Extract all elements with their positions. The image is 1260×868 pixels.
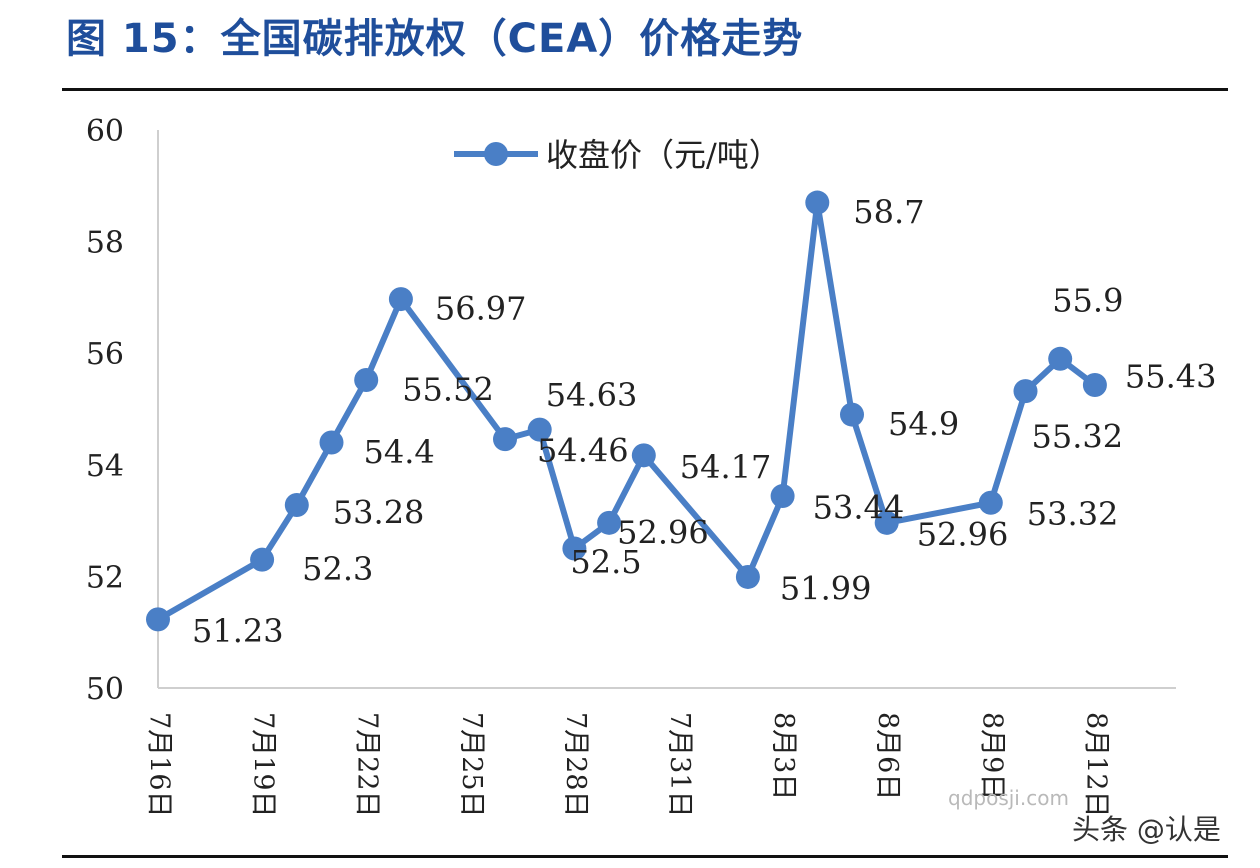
x-tick-label: 8月3日: [768, 712, 799, 800]
y-tick-labels: 50 52 54 56 58 60: [86, 114, 124, 707]
y-tick-label: 56: [86, 337, 124, 372]
data-point: [250, 547, 275, 572]
data-label: 55.43: [1125, 358, 1217, 396]
data-label: 52.3: [302, 550, 373, 588]
x-tick-label: 8月12日: [1080, 712, 1111, 818]
data-point: [1082, 373, 1107, 398]
legend: 收盘价（元/吨）: [454, 136, 781, 174]
data-point: [840, 402, 864, 427]
data-label: 52.5: [570, 543, 641, 581]
y-tick-label: 58: [86, 226, 124, 261]
data-label: 55.9: [1052, 281, 1123, 319]
x-tick-labels: 7月16日 7月19日 7月22日 7月25日 7月28日 7月31日 8月3日 8月6日 8月…: [144, 712, 1112, 818]
watermark-site: qdposji.com: [948, 786, 1069, 810]
y-tick-label: 50: [86, 672, 124, 707]
x-tick-label: 7月31日: [664, 712, 695, 818]
data-point: [735, 564, 760, 589]
top-rule: [62, 88, 1228, 91]
data-point: [1013, 379, 1038, 404]
data-point: [354, 367, 379, 392]
data-point: [562, 536, 587, 561]
bottom-rule: [62, 855, 1228, 858]
data-label: 53.28: [333, 493, 425, 531]
data-point: [527, 417, 552, 442]
data-point: [770, 484, 795, 509]
data-point: [805, 190, 830, 215]
data-point: [874, 510, 899, 535]
x-tick-label: 7月19日: [248, 712, 279, 818]
x-tick-label: 7月25日: [456, 712, 487, 818]
data-label: 56.97: [435, 290, 527, 328]
x-tick-label: 7月28日: [560, 712, 591, 818]
data-label: 55.32: [1032, 418, 1124, 456]
data-label: 55.52: [402, 370, 494, 408]
data-point: [146, 607, 170, 632]
data-label: 54.63: [546, 376, 638, 414]
data-label: 54.9: [888, 405, 959, 443]
data-label: 54.4: [364, 433, 435, 471]
data-point: [388, 287, 413, 312]
data-label: 51.23: [192, 612, 284, 650]
legend-label: 收盘价（元/吨）: [546, 136, 781, 174]
y-tick-label: 52: [86, 560, 124, 595]
legend-marker: [484, 142, 508, 166]
data-label: 58.7: [853, 193, 924, 231]
data-label: 53.32: [1027, 495, 1119, 533]
data-point: [284, 492, 309, 517]
series-markers: [146, 190, 1107, 632]
data-label: 54.17: [680, 448, 772, 486]
y-tick-label: 54: [86, 449, 124, 484]
data-labels: 51.23 52.3 53.28 54.4 55.52 56.97 54.46 54.63 52…: [192, 193, 1217, 650]
x-tick-label: 7月22日: [352, 712, 383, 818]
x-tick-label: 7月16日: [144, 712, 175, 818]
data-point: [978, 490, 1003, 515]
data-label: 53.44: [813, 489, 905, 527]
data-label: 54.46: [537, 432, 629, 470]
x-tick-label: 8月6日: [872, 712, 903, 800]
watermark-author: 头条 @认是: [1072, 813, 1221, 846]
data-label: 51.99: [780, 569, 872, 607]
data-label: 52.96: [917, 515, 1009, 553]
data-point: [1048, 346, 1073, 371]
x-tick-label: 8月9日: [976, 712, 1007, 800]
figure-title: 图 15：全国碳排放权（CEA）价格走势: [66, 16, 804, 62]
data-label: 52.96: [617, 513, 709, 551]
data-point: [493, 427, 517, 452]
data-point: [319, 430, 344, 455]
y-tick-label: 60: [86, 114, 124, 149]
data-point: [597, 510, 622, 535]
data-point: [631, 443, 656, 468]
